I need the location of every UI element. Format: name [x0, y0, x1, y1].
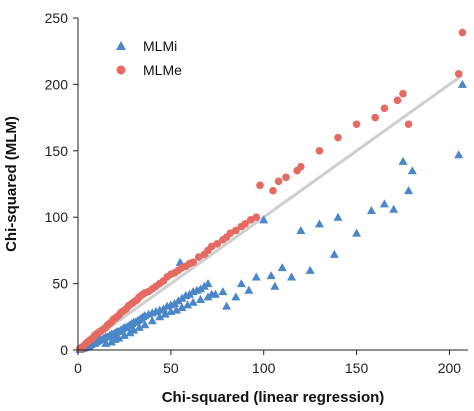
point-mlmi	[314, 219, 324, 228]
x-tick-label: 150	[345, 360, 369, 376]
point-mlme	[454, 69, 463, 78]
point-mlmi	[457, 79, 467, 88]
point-mlmi	[379, 199, 389, 208]
y-tick-label: 150	[45, 143, 69, 159]
point-mlmi	[183, 300, 193, 309]
point-mlmi	[287, 272, 297, 281]
y-tick-label: 100	[45, 209, 69, 225]
point-mlmi	[175, 257, 185, 266]
point-mlme	[352, 120, 361, 129]
point-mlmi	[188, 297, 198, 306]
point-mlmi	[129, 325, 139, 334]
point-mlmi	[389, 204, 399, 213]
point-mlmi	[155, 312, 165, 321]
point-mlmi	[454, 150, 464, 159]
point-mlme	[399, 89, 407, 98]
reference-line-layer	[77, 73, 464, 352]
point-mlmi	[333, 212, 343, 221]
point-mlmi	[114, 333, 124, 342]
point-mlmi	[266, 271, 276, 280]
point-mlme	[241, 220, 249, 228]
point-mlmi	[119, 330, 129, 339]
legend-mlmi-marker	[116, 41, 126, 50]
point-mlmi	[352, 228, 362, 237]
x-tick-label: 0	[74, 360, 82, 376]
legend-mlme-marker	[116, 65, 126, 75]
point-mlmi	[404, 186, 414, 195]
legend-mlme-label: MLMe	[143, 62, 182, 78]
point-mlmi	[305, 265, 315, 274]
point-mlmi	[398, 156, 408, 165]
y-tick-label: 0	[60, 342, 68, 358]
point-mlme	[297, 162, 305, 171]
point-mlmi	[366, 206, 376, 215]
point-mlmi	[203, 279, 213, 288]
x-axis-title: Chi-squared (linear regression)	[162, 389, 385, 406]
point-mlme	[458, 28, 467, 37]
point-mlme	[315, 147, 324, 155]
y-tick-label: 200	[45, 76, 69, 92]
point-mlmi	[140, 320, 150, 329]
legend: MLMi MLMe	[116, 38, 182, 78]
point-mlme	[282, 173, 290, 182]
data-points-layer	[75, 28, 467, 353]
ticks-layer: 0 50 100 150 200 0 50 100 150 200 250	[45, 10, 462, 376]
point-mlme	[371, 113, 379, 122]
point-mlmi	[296, 225, 306, 234]
x-tick-label: 200	[438, 360, 462, 376]
point-mlmi	[171, 305, 181, 314]
point-mlme	[232, 226, 240, 235]
point-mlmi	[177, 303, 187, 312]
point-mlme	[334, 133, 342, 142]
point-mlme	[252, 213, 261, 221]
point-mlmi	[147, 316, 157, 325]
point-mlmi	[259, 215, 269, 224]
point-mlme	[393, 96, 402, 105]
point-mlmi	[222, 301, 232, 310]
point-mlmi	[134, 322, 144, 331]
point-mlmi	[210, 289, 220, 298]
x-tick-label: 50	[163, 360, 179, 376]
x-tick-label: 100	[252, 360, 276, 376]
point-mlmi	[231, 292, 241, 301]
point-mlme	[274, 177, 283, 186]
point-mlmi	[270, 281, 280, 290]
point-mlmi	[236, 279, 246, 288]
point-mlme	[404, 120, 413, 129]
point-mlmi	[329, 249, 339, 258]
point-mlme	[269, 186, 277, 195]
y-tick-label: 50	[52, 276, 68, 292]
reference-line	[77, 73, 464, 352]
point-mlmi	[277, 263, 287, 272]
point-mlmi	[160, 309, 170, 318]
point-mlmi	[407, 166, 417, 175]
point-mlmi	[203, 292, 213, 301]
y-axis-title: Chi-squared (MLM)	[3, 116, 20, 252]
point-mlmi	[196, 295, 206, 304]
point-mlmi	[244, 285, 254, 294]
legend-mlmi-label: MLMi	[143, 38, 177, 54]
point-mlmi	[251, 272, 261, 281]
point-mlme	[380, 104, 389, 113]
point-mlmi	[218, 287, 228, 296]
point-mlme	[213, 239, 222, 248]
point-mlme	[256, 181, 264, 190]
point-mlme	[189, 258, 197, 267]
y-tick-label: 250	[45, 10, 69, 26]
